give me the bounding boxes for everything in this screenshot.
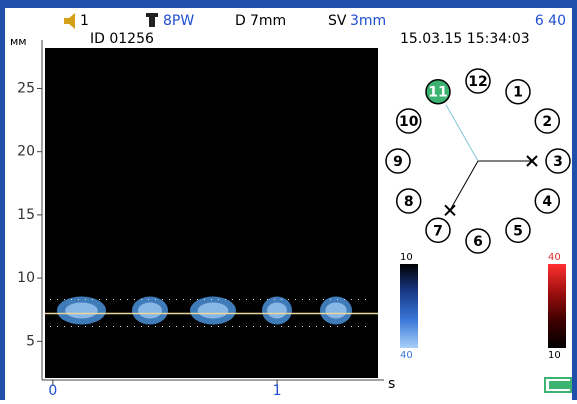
y-tick-label: 15	[17, 207, 35, 223]
sv-label: SV	[328, 13, 347, 29]
y-tick-label: 5	[26, 333, 35, 349]
counter: 6 40	[535, 13, 566, 29]
patient-id: ID 01256	[90, 31, 154, 47]
scale-bottom: 10	[548, 350, 561, 361]
signal-core	[198, 303, 229, 319]
x-tick-label: 1	[273, 383, 282, 399]
clock-node-label: 6	[473, 234, 483, 250]
y-tick-label: 25	[17, 80, 35, 96]
y-tick-label: 20	[17, 144, 35, 160]
y-unit: мм	[10, 35, 27, 48]
clock-node-label: 7	[433, 223, 443, 239]
plot-area	[45, 48, 378, 378]
signal-core	[65, 303, 98, 319]
clock-node-label: 3	[553, 154, 563, 170]
clock-node-label: 12	[468, 74, 487, 90]
depth: 7mm	[250, 13, 286, 29]
x-tick-label: 0	[48, 383, 57, 399]
clock-node-label: 10	[399, 114, 419, 130]
sv: 3mm	[350, 13, 386, 29]
clock-node-label: 2	[542, 114, 552, 130]
channel: 1	[80, 13, 89, 29]
color-scale	[400, 264, 418, 348]
signal-core	[267, 303, 287, 319]
signal-core	[138, 303, 162, 319]
depth-label: D	[235, 13, 246, 29]
probe: 8PW	[163, 13, 194, 29]
clock-node-label: 1	[513, 85, 523, 101]
scale-bottom: 40	[400, 350, 413, 361]
clock-node-label: 5	[513, 223, 523, 239]
clock-node-label: 4	[542, 194, 552, 210]
y-tick-label: 10	[17, 270, 35, 286]
page: 1 8PW D 7mm SV 3mm 6 40 ID 01256 15.03.1…	[0, 0, 577, 400]
datetime: 15.03.15 15:34:03	[400, 31, 530, 47]
device-screen: 1 8PW D 7mm SV 3mm 6 40 ID 01256 15.03.1…	[0, 0, 577, 400]
signal-core	[325, 303, 346, 319]
scale-top: 10	[400, 252, 413, 263]
color-scale	[548, 264, 566, 348]
clock-node-label: 11	[428, 85, 447, 101]
clock-node-label: 9	[393, 154, 403, 170]
x-unit: s	[388, 376, 395, 392]
battery-level	[549, 381, 571, 389]
scale-top: 40	[548, 252, 561, 263]
clock-node-label: 8	[404, 194, 414, 210]
